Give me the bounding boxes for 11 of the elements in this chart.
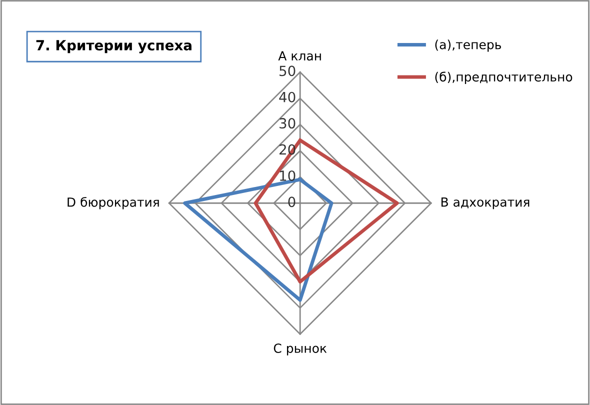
y-tick-label: 10 — [280, 170, 296, 181]
spoke-label: В адхократия — [442, 197, 530, 210]
legend-label: (а),теперь — [435, 40, 501, 52]
spoke-label: А клан — [278, 51, 321, 61]
spoke-label: D бюрократия — [68, 196, 159, 210]
spoke-label: С рынок — [274, 344, 327, 356]
y-tick-label: 40 — [279, 92, 296, 102]
y-tick-label: 30 — [280, 118, 296, 129]
legend-label: (б),предпочтительно — [435, 72, 572, 84]
y-tick-label: 50 — [280, 66, 296, 76]
chart-title: 7. Критерии успеха — [36, 40, 192, 54]
